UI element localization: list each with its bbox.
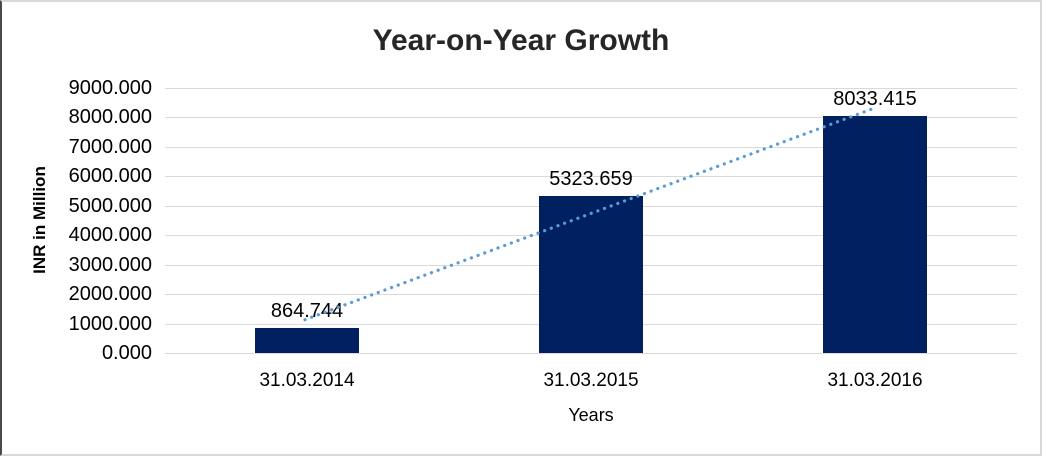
gridline — [165, 88, 1017, 89]
y-tick-label: 4000.000 — [68, 224, 152, 247]
y-tick-label: 5000.000 — [68, 194, 152, 217]
bar-31.03.2014[interactable] — [255, 327, 359, 353]
x-tick-label: 31.03.2014 — [259, 370, 355, 391]
x-tick-label: 31.03.2015 — [543, 370, 639, 391]
bar-value-label: 5323.659 — [549, 168, 633, 191]
y-tick-label: 2000.000 — [68, 283, 152, 306]
bar-value-label: 864.744 — [270, 299, 344, 322]
y-tick-label: 8000.000 — [68, 106, 152, 129]
chart-title: Year-on-Year Growth — [372, 24, 670, 57]
bar-31.03.2016[interactable] — [823, 116, 927, 353]
y-tick-label: 7000.000 — [68, 135, 152, 158]
y-tick-label: 6000.000 — [68, 165, 152, 188]
y-tick-label: 3000.000 — [68, 253, 152, 276]
y-tick-label: 9000.000 — [68, 77, 152, 99]
x-axis-title: Years — [568, 405, 614, 425]
gridline — [165, 353, 1017, 354]
y-tick-label: 0.000 — [101, 342, 152, 364]
bar-value-label: 8033.415 — [833, 88, 917, 111]
bar-31.03.2015[interactable] — [539, 196, 643, 353]
x-tick-label: 31.03.2016 — [827, 370, 923, 391]
y-tick-label: 1000.000 — [68, 312, 152, 335]
